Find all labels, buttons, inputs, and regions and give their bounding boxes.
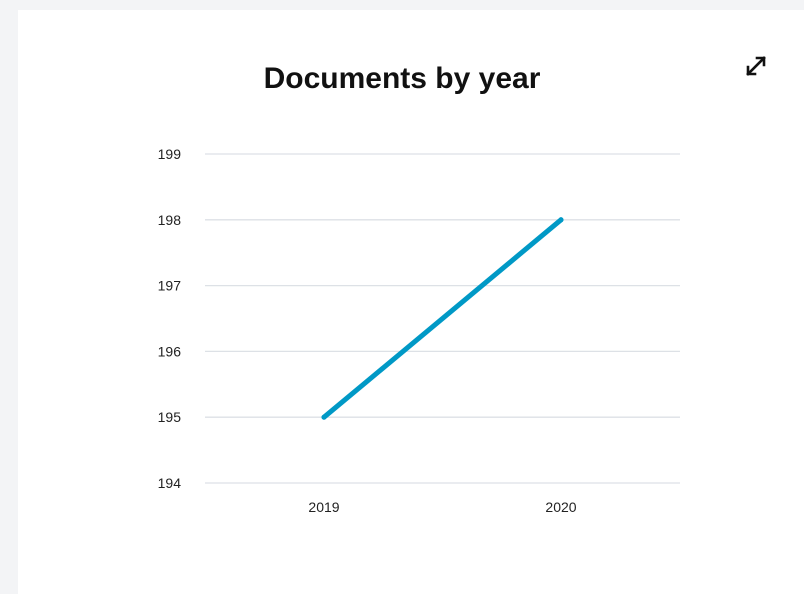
panel-left-border xyxy=(0,0,18,594)
expand-button[interactable] xyxy=(738,48,774,84)
panel-top-border xyxy=(0,0,804,10)
series-layer xyxy=(321,217,564,420)
y-tick-label: 196 xyxy=(158,343,182,359)
x-tick-label: 2020 xyxy=(545,499,576,515)
series-line xyxy=(321,217,564,420)
y-tick-label: 199 xyxy=(158,146,182,162)
y-tick-label: 198 xyxy=(158,212,182,228)
y-axis-tick-labels: 194 195 196 197 198 199 xyxy=(158,146,182,491)
expand-arrows-icon xyxy=(746,56,766,76)
data-point[interactable] xyxy=(558,217,564,223)
x-axis-tick-labels: 2019 2020 xyxy=(308,499,576,515)
y-tick-label: 195 xyxy=(158,409,182,425)
chart-card xyxy=(18,10,804,594)
y-tick-label: 194 xyxy=(158,475,182,491)
y-tick-label: 197 xyxy=(158,278,182,294)
chart-title: Documents by year xyxy=(263,62,541,95)
gridlines xyxy=(205,153,680,484)
x-tick-label: 2019 xyxy=(308,499,339,515)
data-point[interactable] xyxy=(321,414,327,420)
